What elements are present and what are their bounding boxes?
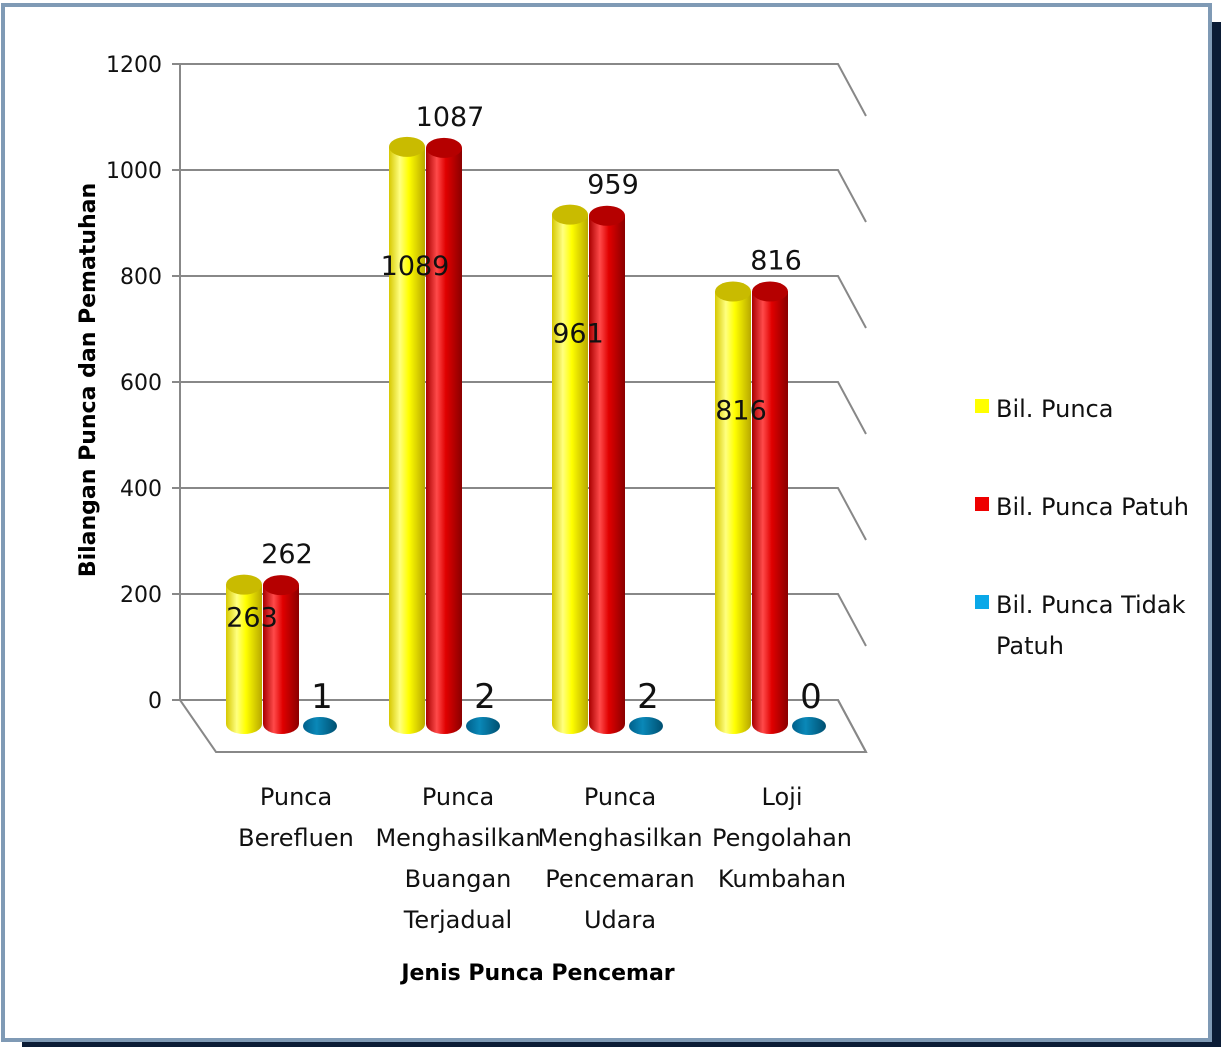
- y-tick-label: 1200: [106, 53, 162, 78]
- legend-swatch: [975, 497, 989, 511]
- y-axis-title: Bilangan Punca dan Pematuhan: [76, 183, 101, 577]
- data-label: 959: [587, 170, 639, 201]
- bar-bil-punca: [389, 136, 425, 734]
- y-tick-label: 600: [120, 371, 162, 396]
- y-tick-label: 200: [120, 583, 162, 608]
- category-label: Punca Menghasilkan Pencemaran Udara: [537, 783, 702, 934]
- data-label: 262: [261, 539, 313, 570]
- bar-body: [752, 291, 788, 734]
- legend-swatch: [975, 595, 989, 609]
- category-label-line: Menghasilkan: [537, 824, 702, 852]
- bar-top: [389, 136, 425, 157]
- bar-body: [552, 214, 588, 735]
- legend-item: Bil. Punca: [975, 395, 1113, 423]
- legend-label: Bil. Punca: [996, 395, 1113, 423]
- gridline: [180, 63, 867, 117]
- bar-body: [263, 585, 299, 734]
- data-label: 2: [474, 677, 496, 717]
- category-label-line: Punca: [260, 783, 332, 811]
- bar-bil-punca-tidak-patuh: [303, 717, 337, 735]
- bar-bil-punca-tidak-patuh: [629, 717, 663, 735]
- y-axis-ticks: 0 200 400 600 800 1000 1200: [106, 53, 162, 714]
- data-label: 2: [637, 677, 659, 717]
- category-labels: Punca Berefluen Punca Menghasilkan Buangan Te…: [238, 783, 852, 934]
- bar-bil-punca-tidak-patuh: [466, 717, 500, 735]
- data-label: 961: [552, 319, 604, 350]
- data-label: 1: [311, 677, 333, 717]
- data-label: 263: [226, 603, 278, 634]
- category-label-line: Kumbahan: [718, 865, 846, 893]
- bar-body: [226, 584, 262, 734]
- category-label-line: Pencemaran: [545, 865, 694, 893]
- y-tick-label: 400: [120, 477, 162, 502]
- bar-top: [589, 205, 625, 226]
- category-label-line: Punca: [584, 783, 656, 811]
- category-label: Loji Pengolahan Kumbahan: [712, 783, 852, 893]
- data-label: 1087: [416, 102, 485, 133]
- category-label-line: Pengolahan: [712, 824, 852, 852]
- bar-bil-punca-patuh: [426, 137, 462, 734]
- category-label-line: Berefluen: [238, 824, 354, 852]
- legend-label: Bil. Punca Patuh: [996, 493, 1189, 521]
- bar-bil-punca-tidak-patuh: [792, 717, 826, 735]
- bar-top: [426, 137, 462, 158]
- y-tick-label: 0: [148, 689, 162, 714]
- bar-top: [715, 281, 751, 302]
- bar-top: [226, 574, 262, 595]
- bar-body: [715, 291, 751, 734]
- data-label: 1089: [381, 251, 450, 282]
- legend-item: Bil. Punca Patuh: [975, 493, 1189, 521]
- category-label-line: Buangan: [405, 865, 512, 893]
- y-tick-label: 800: [120, 265, 162, 290]
- bar-bil-punca: [552, 204, 588, 735]
- bar-top: [752, 281, 788, 302]
- category-label-line: Loji: [762, 783, 803, 811]
- category-label-line: Menghasilkan: [375, 824, 540, 852]
- data-labels: 263 262 1 1089 1087 2 961 959 2 816 816 0: [226, 102, 822, 717]
- category-label: Punca Menghasilkan Buangan Terjadual: [375, 783, 540, 934]
- bar-bil-punca-patuh: [752, 281, 788, 734]
- bar-top: [263, 575, 299, 596]
- y-tick-label: 1000: [106, 159, 162, 184]
- data-label: 816: [750, 246, 802, 277]
- bar-body: [389, 146, 425, 734]
- category-label-line: Terjadual: [403, 906, 512, 934]
- bar-body: [426, 147, 462, 734]
- bar-bil-punca: [715, 281, 751, 734]
- data-label: 816: [715, 396, 767, 427]
- bar-bil-punca-patuh: [589, 205, 625, 735]
- legend-label: Bil. Punca Tidak Patuh: [996, 591, 1186, 660]
- data-label: 0: [800, 677, 822, 717]
- legend-swatch: [975, 399, 989, 413]
- category-label: Punca Berefluen: [238, 783, 354, 852]
- bars: [226, 136, 826, 735]
- legend-item: Bil. Punca Tidak Patuh: [975, 591, 1186, 660]
- bar-body: [589, 215, 625, 735]
- category-label-line: Punca: [422, 783, 494, 811]
- bar-top: [552, 204, 588, 225]
- bar-bil-punca-patuh: [263, 575, 299, 734]
- category-label-line: Udara: [584, 906, 656, 934]
- bar-bil-punca: [226, 574, 262, 734]
- legend: Bil. Punca Bil. Punca Patuh Bil. Punca Tid…: [975, 395, 1189, 660]
- x-axis-title: Jenis Punca Pencemar: [399, 961, 674, 986]
